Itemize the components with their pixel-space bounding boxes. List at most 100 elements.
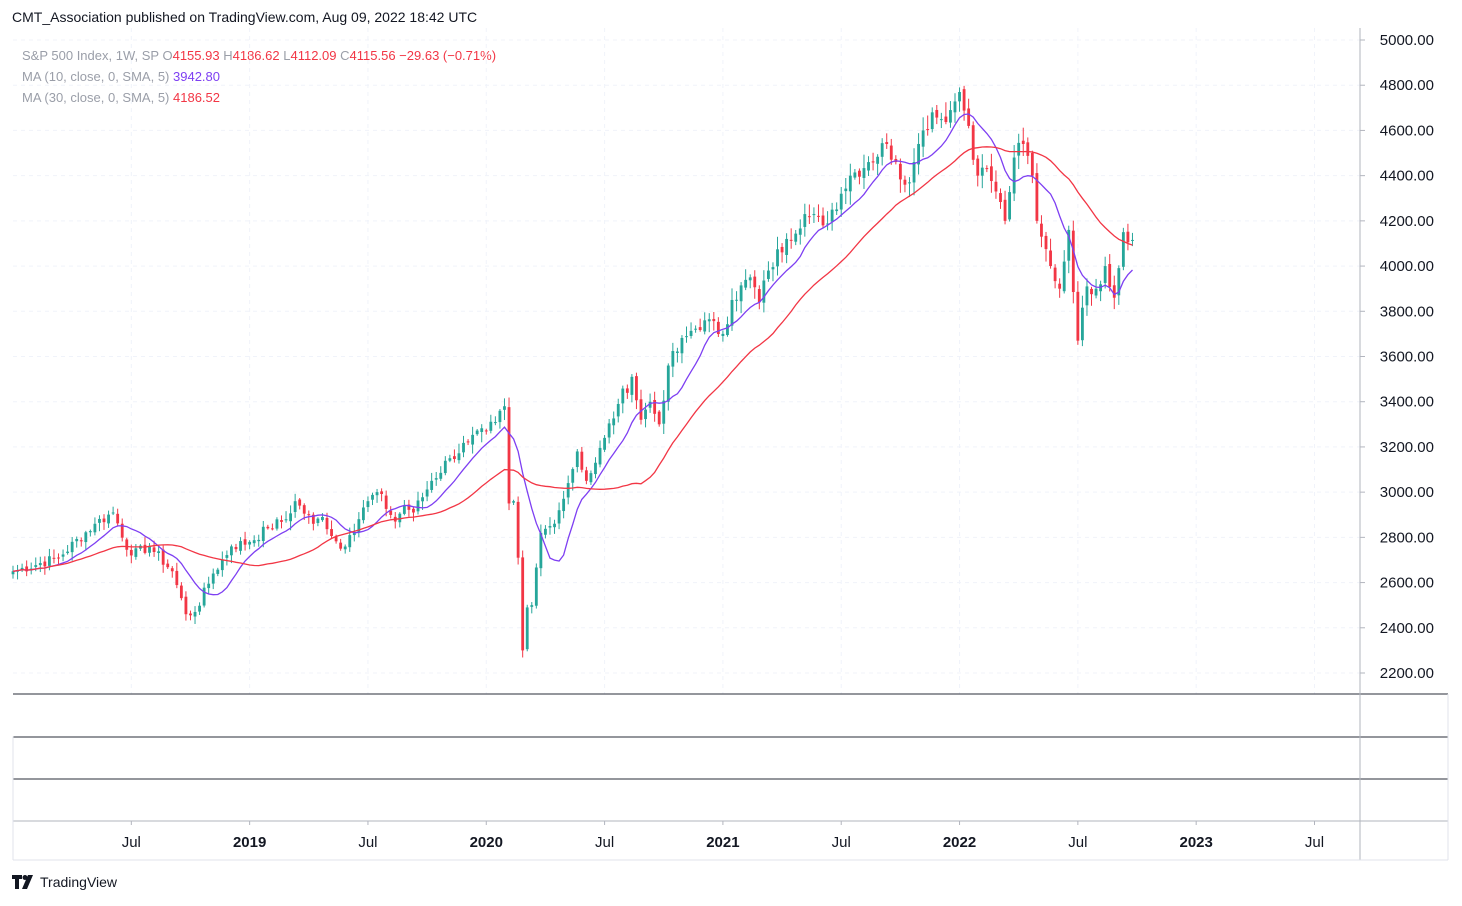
candle-body <box>453 456 456 460</box>
candle <box>416 491 420 515</box>
candle <box>698 318 702 332</box>
close-value: 4115.56 <box>349 48 396 63</box>
candle <box>29 562 33 575</box>
candle-body <box>908 182 911 184</box>
candle <box>239 537 242 555</box>
candle <box>867 156 870 176</box>
candle <box>516 496 520 565</box>
y-tick-label: 3600.00 <box>1380 349 1434 366</box>
candle <box>989 153 993 193</box>
candle <box>789 228 793 249</box>
candle-body <box>776 249 779 267</box>
candle <box>739 282 743 314</box>
candle-body <box>1040 223 1043 237</box>
candle <box>93 517 97 536</box>
candles[interactable] <box>11 85 1134 658</box>
candle-body <box>680 337 684 354</box>
candle <box>1035 163 1039 224</box>
candle-body <box>798 228 802 235</box>
candle-body <box>571 469 575 483</box>
candle-body <box>102 518 106 523</box>
candle <box>252 535 256 547</box>
candle-body <box>1021 140 1025 144</box>
candle <box>439 466 443 481</box>
candle <box>1076 281 1080 345</box>
candle-body <box>580 451 584 470</box>
candle-body <box>1017 142 1021 156</box>
candle <box>61 549 65 562</box>
ma30-line <box>12 146 1133 572</box>
time-axis[interactable]: Jul 2019 Jul 2020 Jul 2021 Jul 2022 Jul 2023 Jul <box>122 821 1324 851</box>
candle-body <box>230 546 233 556</box>
candle <box>685 326 688 343</box>
candle <box>584 466 588 485</box>
candle <box>79 537 83 547</box>
candle <box>716 317 720 337</box>
candle <box>43 556 47 575</box>
candle-body <box>493 422 497 424</box>
candle <box>220 551 224 577</box>
candle-body <box>1112 285 1116 298</box>
candle <box>434 471 438 486</box>
legend-ma30-row[interactable]: MA (30, close, 0, SMA, 5) 4186.52 <box>22 87 496 108</box>
legend-ohlc-row[interactable]: S&P 500 Index, 1W, SP O4155.93 H4186.62 … <box>22 45 496 66</box>
candle-body <box>953 101 957 113</box>
candle-body <box>239 541 242 551</box>
candle <box>894 155 898 165</box>
candle-body <box>967 108 971 126</box>
candle-body <box>275 519 279 529</box>
candle <box>657 410 661 427</box>
candle-body <box>625 388 629 393</box>
tradingview-branding[interactable]: TradingView <box>12 874 117 890</box>
close-key: C <box>340 48 350 63</box>
candle <box>512 499 515 506</box>
candle-body <box>712 318 716 322</box>
candle-body <box>771 267 775 270</box>
candle <box>594 457 597 479</box>
candle <box>1067 225 1071 274</box>
candle-body <box>47 556 51 566</box>
candle <box>284 511 288 523</box>
candle-body <box>471 434 475 445</box>
candle <box>917 133 920 175</box>
candle <box>785 233 789 264</box>
candle <box>712 312 716 331</box>
candle <box>179 582 183 601</box>
candle-body <box>862 168 866 178</box>
x-tick-label: 2021 <box>706 834 739 851</box>
candle <box>211 568 215 590</box>
candle-body <box>744 279 748 288</box>
candle <box>976 155 980 187</box>
candle-body <box>1012 157 1016 194</box>
candle-body <box>1117 268 1121 296</box>
candle-body <box>1008 192 1012 220</box>
candle-body <box>480 428 484 432</box>
candle <box>280 515 283 529</box>
candle-body <box>316 518 320 523</box>
candle-body <box>439 472 443 479</box>
publisher-line: CMT_Association published on TradingView… <box>12 9 478 25</box>
candle-body <box>289 513 293 522</box>
candle-body <box>830 209 834 222</box>
candle-body <box>52 557 56 559</box>
candle-body <box>248 541 252 545</box>
symbol-label[interactable]: S&P 500 Index, 1W, SP <box>22 48 159 63</box>
price-axis[interactable]: 5000.00 4800.00 4600.00 4400.00 4200.00 4000.… <box>1360 32 1434 682</box>
candle-body <box>11 571 15 575</box>
chart-legend: S&P 500 Index, 1W, SP O4155.93 H4186.62 … <box>22 45 496 108</box>
y-tick-label: 4600.00 <box>1380 122 1434 139</box>
candle-body <box>889 145 893 160</box>
candle <box>407 499 411 517</box>
candle-body <box>821 215 825 226</box>
candle <box>630 374 634 403</box>
candle <box>826 211 829 231</box>
candle-body <box>767 270 770 279</box>
candle-body <box>853 172 857 178</box>
candle <box>653 391 657 422</box>
candle-body <box>716 321 720 335</box>
candle <box>75 536 79 548</box>
candle-body <box>1062 261 1066 292</box>
chart-frames <box>12 28 1449 861</box>
legend-ma10-row[interactable]: MA (10, close, 0, SMA, 5) 3942.80 <box>22 66 496 87</box>
